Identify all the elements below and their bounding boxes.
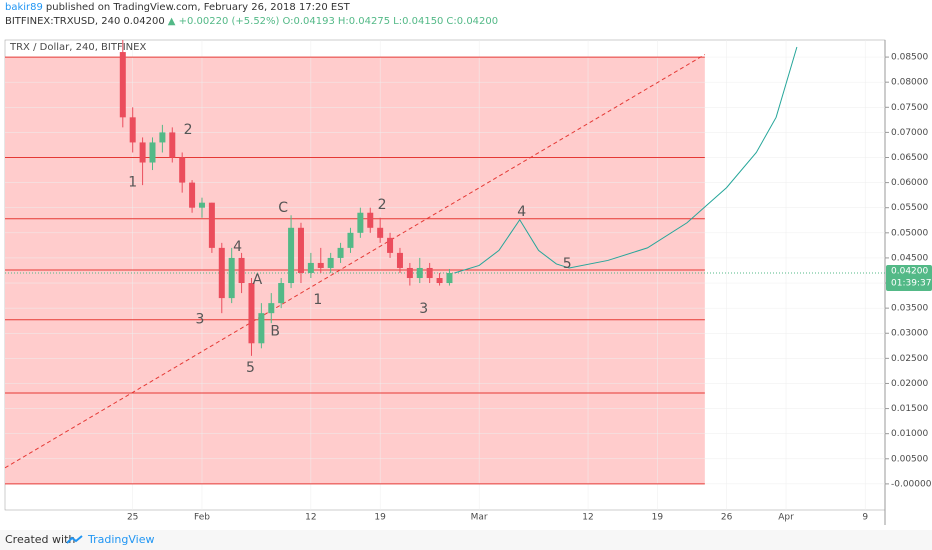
candle-body: [189, 182, 196, 208]
wave-label: 1: [128, 175, 137, 191]
price-badge: [886, 264, 932, 291]
candle-body: [406, 267, 413, 279]
footer: Created with TradingView: [0, 530, 932, 550]
wave-label: 3: [419, 301, 428, 317]
author: bakir89: [5, 2, 43, 13]
candle-body: [258, 313, 265, 344]
x-tick-label: Mar: [471, 513, 488, 523]
candle-body: [208, 202, 215, 248]
candle-body: [317, 262, 324, 268]
chart-title: TRX / Dollar, 240, BITFINEX: [9, 42, 146, 53]
y-tick-label: 0.02000: [891, 379, 928, 389]
candle-body: [416, 267, 423, 279]
x-tick-label: Feb: [194, 513, 210, 523]
wave-label: 2: [378, 197, 387, 213]
countdown-label: 01:39:37: [891, 278, 931, 288]
wave-label: A: [253, 272, 263, 288]
low: L:0.04150: [393, 16, 444, 27]
trendline: [4, 54, 706, 469]
price-badge-label: 0.04200: [891, 266, 928, 276]
wave-label: 5: [563, 256, 572, 272]
candle-body: [119, 52, 126, 118]
candle-body: [288, 227, 295, 284]
candle-body: [357, 212, 364, 233]
footer-created: Created with: [5, 533, 76, 546]
symbol: BITFINEX:TRXUSD, 240: [5, 16, 121, 27]
y-tick-label: 0.07000: [891, 128, 928, 138]
x-tick-label: Apr: [778, 513, 794, 523]
candle-body: [446, 272, 453, 284]
candle-body: [198, 202, 205, 208]
y-tick-label: 0.08000: [891, 78, 928, 88]
y-tick-label: 0.05000: [891, 228, 928, 238]
x-tick-label: 19: [652, 513, 664, 523]
open: O:0.04193: [282, 16, 335, 27]
wave-label: 2: [184, 122, 193, 138]
change: ▲ +0.00220 (+5.52%): [167, 16, 280, 27]
wave-label: 4: [517, 204, 526, 220]
wave-label: C: [278, 200, 288, 216]
candle-body: [169, 132, 176, 158]
x-tick-label: 25: [127, 513, 138, 523]
candle-body: [129, 117, 136, 143]
wave-label: 3: [196, 312, 205, 328]
y-tick-label: 0.03500: [891, 304, 928, 314]
wave-label: B: [270, 324, 280, 340]
logo: [66, 535, 83, 544]
y-tick-label: 0.05500: [891, 203, 928, 213]
candle-body: [278, 283, 285, 304]
projection-line: [454, 46, 798, 274]
y-tick-label: 0.02500: [891, 354, 928, 364]
candle-body: [436, 278, 443, 284]
candle-body: [149, 142, 156, 163]
candle-body: [218, 247, 225, 299]
x-tick-label: 26: [721, 513, 733, 523]
candle-body: [337, 247, 344, 258]
y-tick-label: 0.01000: [891, 429, 928, 439]
layer: 1 2 3 4 5 A B C 1 2 3 4 5: [4, 40, 885, 510]
candle-body: [238, 257, 245, 284]
candle-body: [228, 257, 235, 299]
y-tick-label: 0.04500: [891, 253, 928, 263]
candle-body: [377, 227, 384, 238]
candle-body: [387, 237, 394, 253]
candle-body: [327, 257, 334, 268]
candle-body: [367, 212, 374, 228]
candle-body: [248, 283, 255, 344]
published: published on TradingView.com, February 2…: [45, 2, 350, 13]
y-tick-label: 0.06500: [891, 153, 928, 163]
candle-body: [139, 142, 146, 163]
header-line-2: BITFINEX:TRXUSD, 240 0.04200 ▲ +0.00220 (+…: [5, 16, 501, 27]
candle-body: [297, 227, 304, 273]
y-tick-label: -0.00000: [891, 479, 932, 489]
y-tick-label: 0.03000: [891, 329, 928, 339]
footer-brand: TradingView: [88, 533, 155, 546]
price: 0.04200: [123, 16, 165, 27]
high: H:0.04275: [337, 16, 391, 27]
candle-body: [268, 303, 275, 314]
y-tick-label: 0.06000: [891, 178, 928, 188]
candle-body: [347, 232, 354, 248]
y-tick-label: 0.00500: [891, 454, 928, 464]
x-tick-label: 9: [862, 513, 868, 523]
candle-body: [307, 262, 314, 273]
wave-label: 5: [246, 360, 255, 376]
close: C:0.04200: [446, 16, 499, 27]
candle-body: [159, 132, 166, 143]
wave-label: 1: [313, 292, 322, 308]
y-tick-label: 0.01500: [891, 404, 928, 414]
x-tick-label: 12: [582, 513, 593, 523]
candle-body: [426, 267, 433, 279]
x-tick-label: 12: [305, 513, 316, 523]
header-line-1: bakir89 published on TradingView.com, Feb…: [5, 2, 353, 13]
wave-label: 4: [233, 239, 242, 255]
x-tick-label: 19: [374, 513, 386, 523]
zone: [5, 57, 705, 484]
candle-body: [396, 252, 403, 268]
y-tick-label: 0.08500: [891, 53, 928, 63]
y-tick-label: 0.07500: [891, 103, 928, 113]
candle-body: [179, 157, 186, 183]
